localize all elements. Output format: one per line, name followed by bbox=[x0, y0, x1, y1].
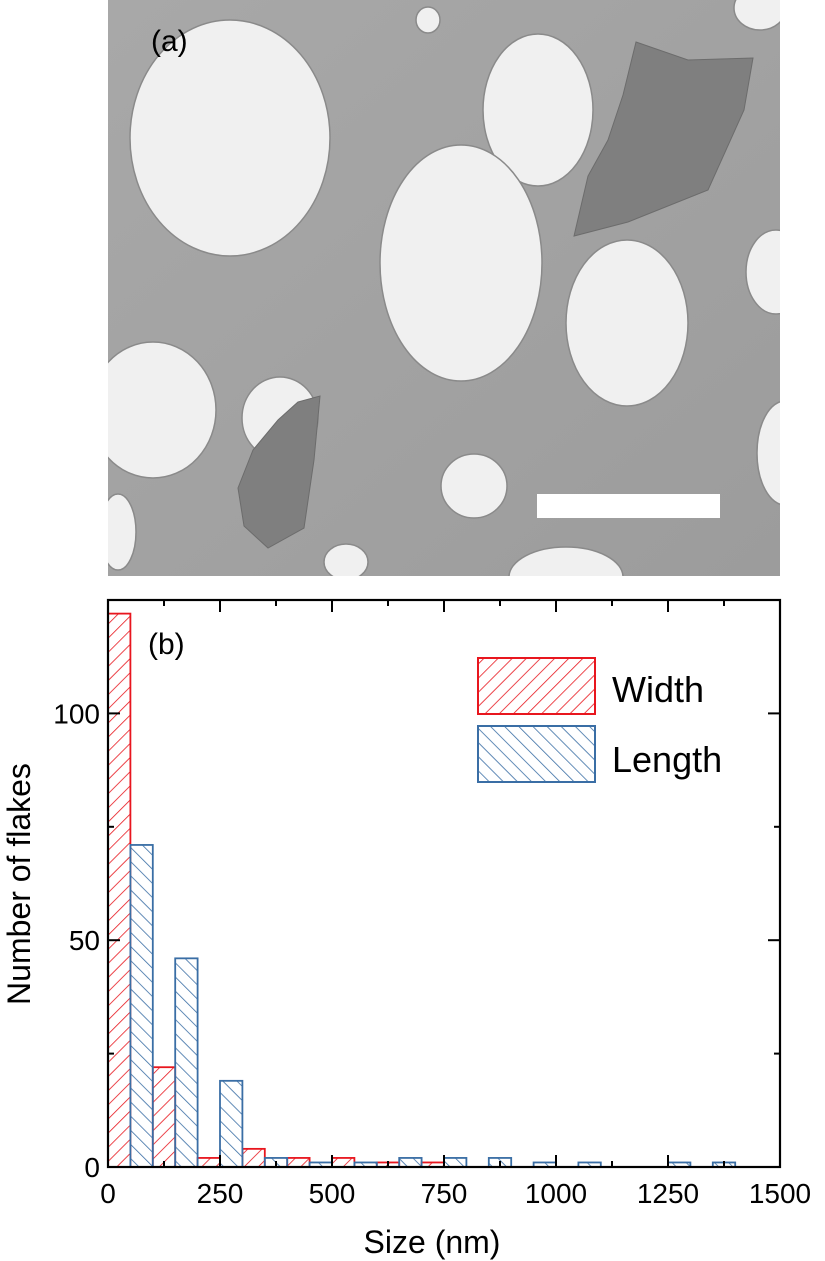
bar-width bbox=[241, 1147, 266, 1168]
x-tick-label: 750 bbox=[421, 1178, 468, 1209]
y-tick-label: 50 bbox=[69, 925, 100, 956]
holes bbox=[108, 0, 780, 576]
hole bbox=[565, 239, 689, 407]
legend-swatch-length bbox=[477, 725, 596, 783]
bar-length bbox=[174, 957, 199, 1168]
y-tick-label: 0 bbox=[84, 1152, 100, 1183]
hole bbox=[756, 401, 780, 505]
hole bbox=[379, 144, 543, 382]
y-tick-label: 100 bbox=[53, 698, 100, 729]
flake bbox=[573, 41, 754, 237]
bar-width bbox=[107, 612, 132, 1168]
y-axis-label: Number of flakes bbox=[1, 763, 37, 1005]
legend-swatch-width bbox=[477, 657, 596, 715]
hole bbox=[440, 453, 508, 519]
micrograph-image: (a) bbox=[108, 0, 780, 576]
x-tick-label: 1500 bbox=[749, 1178, 811, 1209]
x-axis-label: Size (nm) bbox=[364, 1224, 501, 1260]
panel-b-label: (b) bbox=[148, 628, 185, 661]
flakes bbox=[237, 41, 754, 549]
x-tick-label: 250 bbox=[197, 1178, 244, 1209]
bar-width bbox=[331, 1157, 356, 1168]
bar-width bbox=[286, 1157, 311, 1168]
x-tick-label: 1250 bbox=[637, 1178, 699, 1209]
legend: Width Length bbox=[477, 657, 722, 783]
bar-width bbox=[196, 1157, 221, 1168]
hole bbox=[733, 0, 780, 31]
hole bbox=[108, 493, 137, 571]
bar-length bbox=[219, 1079, 244, 1168]
ticks-layer: 0 250 500 750 1000 1250 1500 0 50 100 bbox=[53, 599, 811, 1209]
hole bbox=[745, 229, 780, 315]
legend-label-width: Width bbox=[612, 669, 704, 710]
bar-length bbox=[398, 1157, 423, 1168]
panel-a-label: (a) bbox=[151, 25, 188, 58]
hole bbox=[508, 546, 624, 576]
bars-layer bbox=[107, 612, 737, 1168]
bar-length bbox=[443, 1157, 468, 1168]
histogram-chart: 0 250 500 750 1000 1250 1500 0 50 100 (b) Width L… bbox=[1, 598, 811, 1260]
hole bbox=[415, 6, 441, 34]
hole bbox=[482, 33, 594, 187]
legend-label-length: Length bbox=[612, 739, 722, 780]
flake bbox=[237, 395, 321, 549]
hole bbox=[129, 19, 331, 257]
scale-bar bbox=[537, 494, 720, 518]
hole bbox=[108, 341, 217, 479]
bar-width bbox=[151, 1066, 177, 1168]
hole bbox=[323, 543, 369, 576]
bar-length bbox=[129, 844, 154, 1168]
x-tick-label: 0 bbox=[100, 1178, 116, 1209]
x-tick-label: 1000 bbox=[525, 1178, 587, 1209]
x-tick-label: 500 bbox=[309, 1178, 356, 1209]
